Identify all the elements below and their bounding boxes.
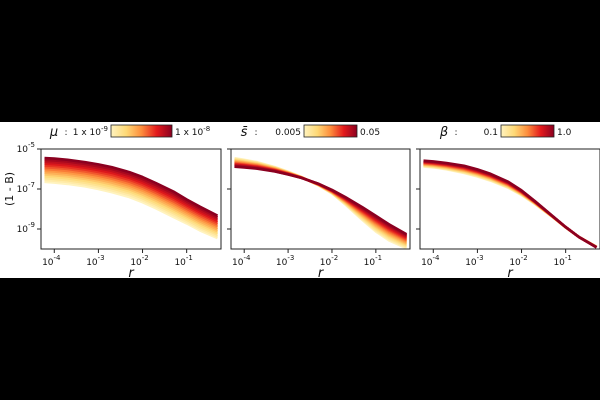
series-line (44, 164, 219, 224)
series-line (423, 163, 598, 249)
series-line (423, 165, 598, 248)
colorbar-max-label: 0.05 (360, 128, 380, 138)
series-line (234, 158, 408, 247)
series-line (423, 162, 598, 249)
series-line (423, 164, 598, 248)
colorbar-separator: : (454, 128, 457, 138)
series-line (44, 162, 219, 222)
series-line (423, 160, 598, 249)
x-tick-label: 10-4 (42, 254, 61, 268)
colorbar-max-label: 1.0 (557, 128, 572, 138)
x-tick-label: 10-3 (276, 254, 294, 268)
series-line (423, 159, 598, 249)
series-line (234, 165, 408, 236)
series-line (44, 178, 219, 238)
colorbar-separator: : (64, 128, 67, 138)
x-tick-label: 10-4 (421, 254, 440, 268)
y-axis-label: (1 - B) (3, 172, 16, 206)
x-tick-label: 10-1 (364, 254, 382, 268)
series-line (423, 164, 598, 248)
panel-1: 10-510-710-910-4 10-3 10-2 10-1rμ:1 x 10-9 1… (17, 124, 222, 278)
series-line (234, 159, 408, 246)
x-tick-label: 10-3 (86, 254, 104, 268)
y-tick-label: 10-7 (17, 181, 35, 195)
panel-3: 10-4 10-3 10-2 10-1rβ:0.1 1.0 (416, 124, 600, 278)
colorbar (500, 124, 555, 138)
series-line (44, 160, 219, 221)
series-line (44, 169, 219, 229)
y-tick-label: 10-9 (17, 221, 35, 235)
series-line (423, 160, 598, 249)
series-line (234, 158, 408, 248)
x-axis-label: r (318, 266, 325, 278)
panel-2: 10-4 10-3 10-2 10-1rs̄:0.005 0.05 (227, 124, 411, 278)
colorbar-symbol: β (439, 125, 448, 140)
x-tick-label: 10-4 (232, 254, 251, 268)
colorbar-min-label: 1 x 10-9 (73, 125, 108, 138)
x-axis-label: r (128, 266, 135, 278)
colorbar-min-label: 0.1 (484, 128, 498, 138)
series-line (44, 180, 219, 240)
series-line (423, 159, 598, 249)
colorbar (110, 124, 173, 138)
axes-frame (230, 148, 411, 250)
series-line (44, 158, 219, 219)
figure-svg: (1 - B) 10-510-710-910-4 10-3 10-2 10-1rμ:1… (3, 124, 600, 278)
series-line (423, 162, 598, 249)
x-tick-label: 10-1 (174, 254, 192, 268)
series-line (44, 175, 219, 235)
colorbar-separator: : (254, 128, 257, 138)
series-line (44, 156, 219, 217)
colorbar-symbol: s̄ (241, 125, 248, 140)
series-line (44, 167, 219, 228)
axes-frame (40, 148, 222, 250)
series-line (423, 163, 598, 249)
series-line (423, 161, 598, 249)
series-line (44, 171, 219, 231)
colorbar-max-label: 1 x 10-8 (175, 125, 210, 138)
x-axis-label: r (507, 266, 514, 278)
axes-frame (419, 148, 600, 250)
x-tick-label: 10-3 (465, 254, 483, 268)
series-line (423, 162, 598, 249)
colorbar (303, 124, 358, 138)
series-line (44, 173, 219, 233)
series-line (423, 161, 598, 249)
figure-panel: (1 - B) 10-5 10-7 10-9 10-4 10-3 10-2 10-1 r μ:1… (0, 122, 600, 278)
series-line (44, 165, 219, 226)
series-line (44, 176, 219, 236)
colorbar-symbol: μ (49, 125, 58, 140)
colorbar-min-label: 0.005 (275, 128, 301, 138)
y-tick-label: 10-5 (17, 141, 35, 155)
x-tick-label: 10-1 (553, 254, 571, 268)
